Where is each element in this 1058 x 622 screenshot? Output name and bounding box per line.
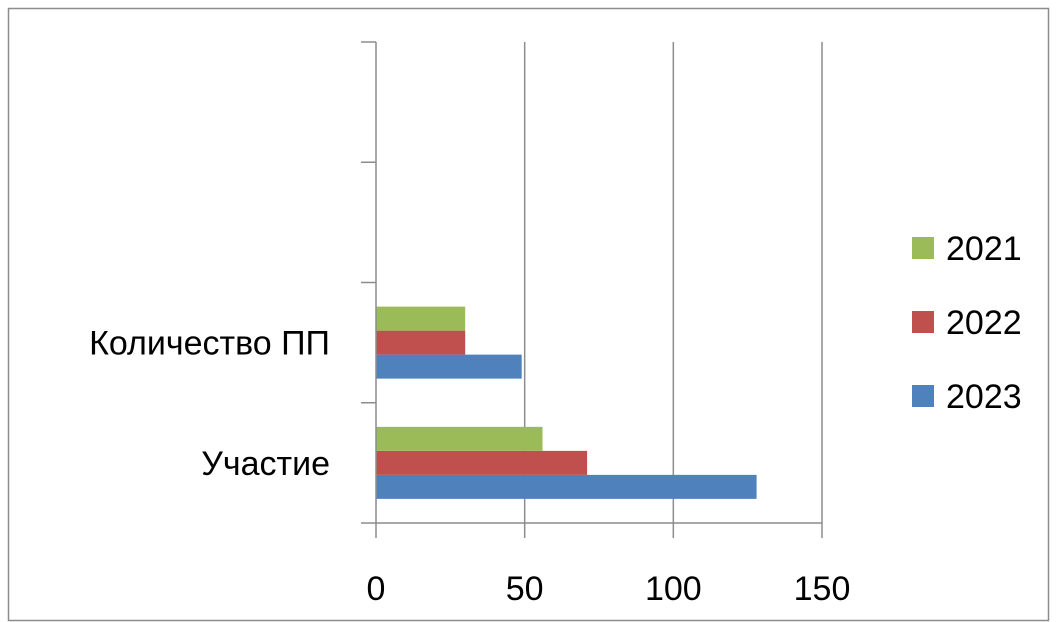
- bar-2022-cat-0: [376, 450, 588, 475]
- bar-2021-cat-0: [376, 426, 543, 451]
- legend-swatch-2022: [912, 311, 934, 333]
- legend-swatch-2023: [912, 385, 934, 407]
- x-tick-label-3: 150: [794, 570, 851, 608]
- bar-2022-cat-1: [376, 330, 466, 355]
- bar-2023-cat-0: [376, 474, 757, 499]
- y-tick-label-1: Количество ПП: [89, 325, 330, 363]
- x-tick-label-1: 50: [506, 570, 544, 608]
- legend-label-2023: 2023: [946, 378, 1022, 416]
- bar-2021-cat-1: [376, 306, 466, 331]
- legend: 2021 2022 2023: [912, 230, 1022, 416]
- y-tick-label-0: Участие: [201, 445, 330, 483]
- legend-label-2021: 2021: [946, 230, 1022, 268]
- legend-swatch-2021: [912, 237, 934, 259]
- chart-frame: [7, 7, 1050, 622]
- x-tick-label-0: 0: [367, 570, 386, 608]
- axes: [361, 41, 823, 538]
- tick-labels: 0 50 100 150 Участие Количество ПП: [89, 325, 850, 608]
- bars: [376, 306, 757, 499]
- legend-label-2022: 2022: [946, 304, 1022, 342]
- x-tick-label-2: 100: [645, 570, 702, 608]
- bar-2023-cat-1: [376, 354, 522, 379]
